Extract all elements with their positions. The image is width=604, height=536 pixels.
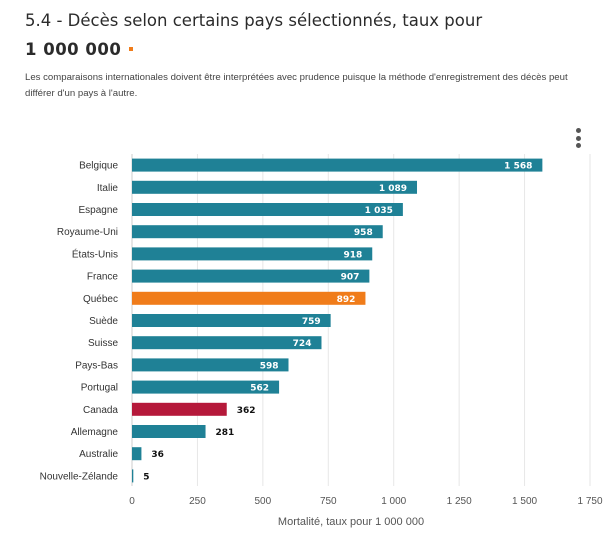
bar-value-label: 562 (250, 384, 269, 394)
bar-value-label: 1 089 (379, 184, 407, 194)
x-tick-label: 500 (255, 496, 272, 507)
category-label: Allemagne (71, 427, 119, 438)
category-label: Nouvelle-Zélande (40, 471, 119, 482)
bar-value-label: 907 (341, 273, 360, 283)
x-tick-label: 250 (189, 496, 206, 507)
x-tick-label: 1 250 (447, 496, 472, 507)
category-label: Australie (79, 449, 118, 460)
bar-value-label: 5 (143, 472, 149, 482)
bar (132, 247, 373, 261)
x-tick-label: 1 750 (577, 496, 602, 507)
bar (132, 225, 383, 239)
x-tick-label: 1 000 (381, 496, 406, 507)
bar (132, 336, 322, 350)
bar-value-label: 918 (343, 250, 362, 260)
x-tick-label: 1 500 (512, 496, 537, 507)
category-label: Canada (83, 405, 118, 416)
bar (132, 291, 366, 305)
chart-description: Les comparaisons internationales doivent… (25, 72, 568, 99)
bar-value-label: 598 (260, 361, 279, 371)
bar (132, 447, 142, 461)
category-label: Suisse (88, 338, 118, 349)
kebab-menu-icon[interactable] (572, 128, 584, 148)
bar-value-label: 724 (293, 339, 312, 349)
bar-value-label: 892 (337, 295, 356, 305)
x-tick-label: 750 (320, 496, 337, 507)
category-label: Royaume-Uni (57, 227, 118, 238)
bar (132, 469, 134, 483)
bar (132, 358, 289, 372)
category-label: États-Unis (72, 247, 118, 260)
category-label: Italie (97, 183, 119, 194)
bar (132, 269, 370, 283)
category-label: France (87, 272, 119, 283)
title-marker (129, 46, 134, 51)
bar (132, 402, 227, 416)
bar (132, 380, 280, 394)
bar-value-label: 1 035 (365, 206, 393, 216)
chart-title-number: 1 000 000 (25, 40, 122, 59)
bar (132, 425, 206, 438)
bar-value-label: 36 (151, 450, 164, 460)
bar (132, 158, 543, 172)
bar-value-label: 362 (237, 406, 256, 416)
category-label: Québec (83, 294, 118, 305)
category-label: Belgique (79, 161, 118, 172)
bar-value-label: 759 (302, 317, 321, 327)
category-label: Suède (89, 316, 118, 327)
bar-value-label: 958 (354, 228, 373, 238)
category-label: Pays-Bas (75, 360, 118, 371)
chart-title-text: 5.4 - Décès selon certains pays sélectio… (25, 11, 483, 30)
bar (132, 180, 418, 194)
x-axis-title: Mortalité, taux pour 1 000 000 (278, 516, 424, 528)
chart-title: 5.4 - Décès selon certains pays sélectio… (25, 6, 585, 64)
category-label: Espagne (79, 205, 119, 216)
category-label: Portugal (81, 383, 118, 394)
bar-value-label: 1 568 (504, 162, 532, 172)
bar (132, 314, 331, 327)
bar (132, 203, 403, 216)
x-tick-label: 0 (129, 496, 135, 507)
bar-value-label: 281 (216, 428, 235, 438)
